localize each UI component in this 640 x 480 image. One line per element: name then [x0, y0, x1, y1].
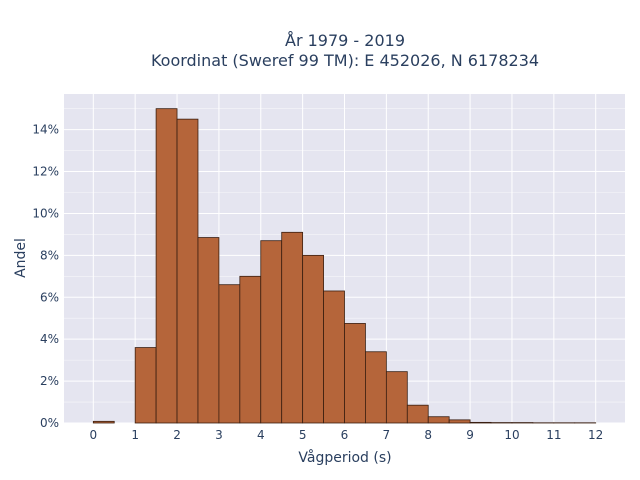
x-tick-label: 5 — [299, 428, 307, 442]
x-axis-ticks: 0 1 2 3 4 5 6 7 8 9 10 11 12 — [89, 428, 603, 442]
x-tick-label: 9 — [466, 428, 474, 442]
x-tick-label: 12 — [588, 428, 603, 442]
x-tick-label: 10 — [504, 428, 519, 442]
histogram-bar — [281, 231, 304, 424]
x-tick-label: 2 — [173, 428, 181, 442]
x-tick-label: 4 — [257, 428, 265, 442]
x-axis-title: Vågperiod (s) — [298, 449, 391, 466]
x-tick-label: 11 — [546, 428, 561, 442]
x-tick-label: 6 — [341, 428, 349, 442]
y-tick-label: 0% — [40, 416, 59, 430]
y-tick-label: 2% — [40, 374, 59, 388]
histogram-bar — [155, 108, 178, 424]
x-tick-label: 3 — [215, 428, 223, 442]
chart-title-line-2: Koordinat (Sweref 99 TM): E 452026, N 61… — [151, 51, 539, 70]
x-tick-label: 0 — [89, 428, 97, 442]
y-tick-label: 14% — [32, 123, 59, 137]
histogram-bar — [344, 323, 366, 424]
chart-title: År 1979 - 2019 Koordinat (Sweref 99 TM):… — [151, 31, 539, 70]
y-tick-label: 6% — [40, 290, 59, 304]
histogram-bar — [92, 420, 115, 424]
bars — [92, 108, 597, 424]
y-axis-ticks: 0% 2% 4% 6% 8% 10% 12% 14% — [32, 123, 59, 430]
x-tick-label: 1 — [131, 428, 139, 442]
histogram-bar — [302, 254, 324, 424]
histogram-bar — [385, 371, 408, 424]
histogram-bar — [218, 284, 241, 424]
histogram-bar — [469, 421, 492, 424]
histogram-bar — [427, 416, 450, 424]
chart-title-line-1: År 1979 - 2019 — [285, 31, 405, 50]
y-tick-label: 12% — [32, 165, 59, 179]
histogram-bar — [176, 118, 199, 424]
y-tick-label: 8% — [40, 248, 59, 262]
y-tick-label: 10% — [32, 206, 59, 220]
x-tick-label: 7 — [383, 428, 391, 442]
histogram-bar — [365, 351, 387, 424]
histogram-bar — [448, 419, 471, 424]
histogram-bar — [134, 347, 157, 424]
histogram-bar — [197, 237, 220, 424]
histogram-bar — [239, 275, 262, 424]
y-axis-title: Andel — [13, 238, 29, 278]
x-tick-label: 8 — [424, 428, 432, 442]
histogram-bar — [323, 290, 345, 424]
histogram-bar — [406, 404, 429, 424]
histogram-bar — [260, 240, 283, 424]
y-tick-label: 4% — [40, 332, 59, 346]
